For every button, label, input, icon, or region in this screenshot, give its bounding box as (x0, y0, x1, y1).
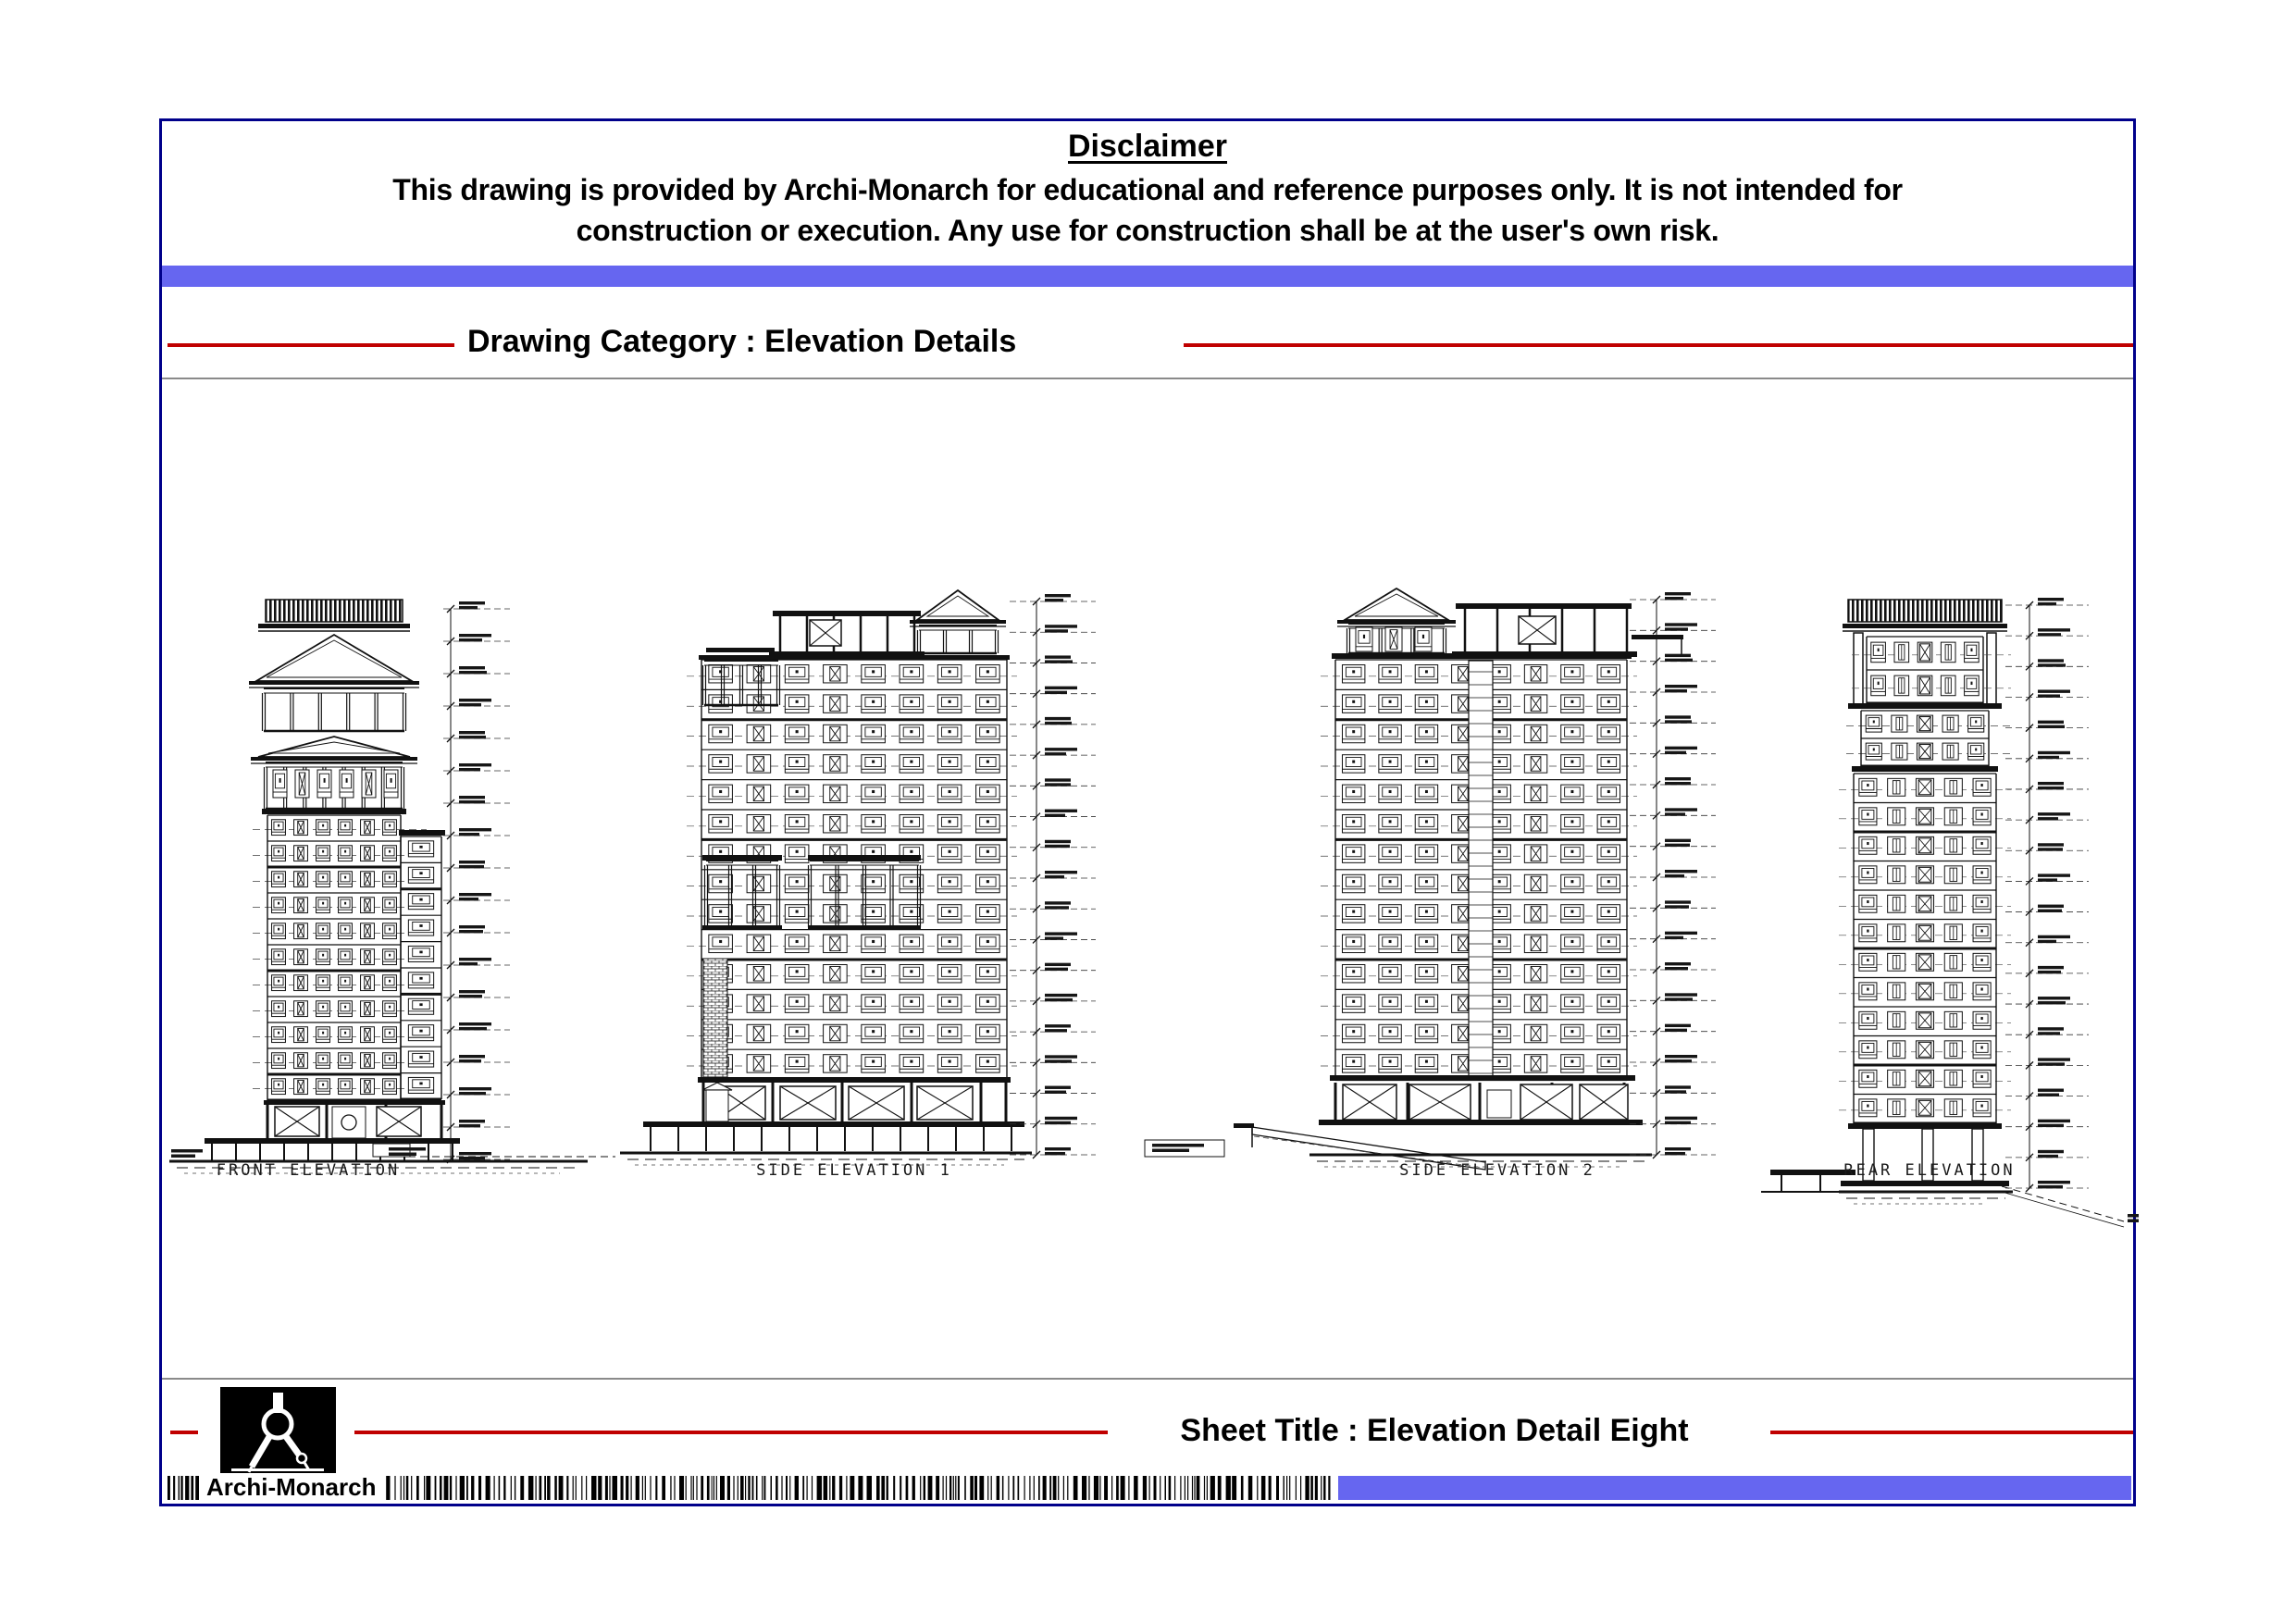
side-elevation-1-label: SIDE ELEVATION 1 (756, 1161, 952, 1180)
header-separator-line (162, 378, 2133, 379)
elevation-drawings-canvas (169, 587, 2139, 1228)
front-elevation-label: FRONT ELEVATION (216, 1161, 401, 1180)
rear-elevation-label: REAR ELEVATION (1843, 1161, 2016, 1180)
footer-right-red-rule (1770, 1431, 2133, 1434)
category-left-rule (168, 343, 454, 347)
rear-elevation-drawing (1761, 598, 2139, 1228)
sheet-border: Disclaimer This drawing is provided by A… (159, 118, 2139, 1506)
category-right-rule (1184, 343, 2133, 347)
side-elevation-1-drawing (372, 588, 1096, 1166)
footer-middle-red-rule (354, 1431, 1108, 1434)
sheet-title: Sheet Title : Elevation Detail Eight (1180, 1413, 1689, 1448)
top-accent-bar (162, 266, 2133, 287)
side-elevation-2-label: SIDE ELEVATION 2 (1399, 1161, 1595, 1180)
disclaimer-line-1: This drawing is provided by Archi-Monarc… (392, 173, 1903, 206)
category-title: Drawing Category : Elevation Details (467, 324, 1017, 359)
footer-left-red-dash (170, 1431, 198, 1434)
disclaimer-line-2: construction or execution. Any use for c… (576, 214, 1719, 247)
front-elevation-drawing (169, 599, 588, 1174)
side-elevation-2-drawing (1144, 587, 1716, 1171)
disclaimer-title: Disclaimer (1068, 129, 1227, 164)
footer-separator-line (162, 1378, 2133, 1380)
compass-icon (231, 1393, 324, 1473)
archi-monarch-logo (220, 1387, 336, 1476)
bottom-accent-bar (1338, 1476, 2131, 1500)
brand-name: Archi-Monarch (199, 1473, 384, 1501)
